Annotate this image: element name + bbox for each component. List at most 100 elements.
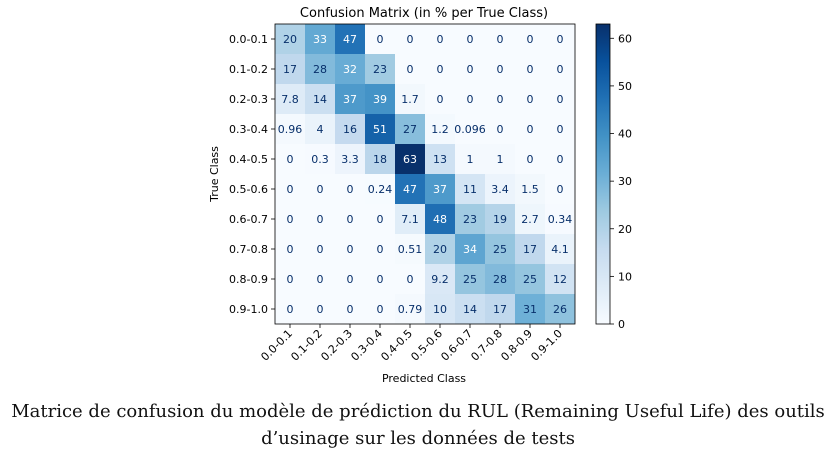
heatmap-cell [335,54,365,84]
colorbar-tick-label: 10 [618,270,632,283]
cell-value-label: 23 [463,213,477,226]
heatmap-cell [275,24,305,54]
cell-value-label: 0 [377,33,384,46]
x-tick-label: 0.6-0.7 [438,327,475,364]
heatmap-cell [455,174,485,204]
heatmap-cell [425,294,455,324]
cell-value-label: 16 [343,123,357,136]
y-tick-label: 0.6-0.7 [229,213,268,226]
heatmap-cell [515,144,545,174]
y-tick-label: 0.5-0.6 [229,183,268,196]
heatmap-cell [305,144,335,174]
heatmap-cell [335,294,365,324]
cell-value-label: 26 [553,303,567,316]
heatmap-cell [365,84,395,114]
cell-value-label: 0 [467,93,474,106]
heatmap-cell [545,174,575,204]
heatmap-cell [395,84,425,114]
heatmap-cell [545,54,575,84]
cell-value-label: 0.34 [548,213,573,226]
heatmap-cell [515,114,545,144]
cell-value-label: 23 [373,63,387,76]
cell-value-label: 25 [523,273,537,286]
heatmap-cell [305,294,335,324]
cell-value-label: 31 [523,303,537,316]
cell-value-label: 47 [403,183,417,196]
heatmap-cell [545,144,575,174]
cell-value-label: 19 [493,213,507,226]
x-tick-label: 0.9-1.0 [528,327,565,364]
cell-value-label: 0 [377,213,384,226]
cell-value-label: 0 [347,213,354,226]
heatmap-cell [545,264,575,294]
y-tick-label: 0.8-0.9 [229,273,268,286]
cell-value-label: 37 [343,93,357,106]
cell-value-label: 63 [403,153,417,166]
cell-value-label: 0 [557,33,564,46]
cell-value-label: 9.2 [431,273,449,286]
cell-value-label: 0.79 [398,303,423,316]
heatmap-cell [545,24,575,54]
heatmap-cell [515,54,545,84]
heatmap-cell [485,114,515,144]
heatmap-cell [485,234,515,264]
cell-value-label: 33 [313,33,327,46]
cell-value-label: 0 [377,273,384,286]
x-tick-label: 0.7-0.8 [468,327,505,364]
cell-value-label: 17 [283,63,297,76]
x-axis-ticks: 0.0-0.10.1-0.20.2-0.30.3-0.40.4-0.50.5-0… [258,324,565,364]
heatmap-cell [395,114,425,144]
cell-value-label: 0.96 [278,123,303,136]
cell-value-label: 0 [527,63,534,76]
heatmap-cell [515,294,545,324]
cell-value-label: 0 [287,213,294,226]
heatmap-cell [335,144,365,174]
cell-value-label: 0 [317,273,324,286]
cell-value-label: 0.3 [311,153,329,166]
heatmap-cell [305,174,335,204]
cell-value-label: 0 [287,243,294,256]
cell-value-label: 0.096 [454,123,486,136]
heatmap-cell [395,294,425,324]
cell-value-label: 0 [287,303,294,316]
heatmap-cell [275,84,305,114]
cell-value-label: 1.2 [431,123,449,136]
cell-value-label: 14 [313,93,327,106]
y-tick-label: 0.3-0.4 [229,123,268,136]
cell-value-label: 25 [463,273,477,286]
y-tick-label: 0.7-0.8 [229,243,268,256]
cell-value-label: 7.1 [401,213,419,226]
cell-value-label: 28 [493,273,507,286]
heatmap-cell [515,264,545,294]
x-tick-label: 0.5-0.6 [408,327,445,364]
heatmap-cell [395,264,425,294]
heatmap-cell [365,264,395,294]
cell-value-label: 0 [557,183,564,196]
cell-value-label: 4 [317,123,324,136]
heatmap-cell [455,294,485,324]
cell-value-label: 0 [347,183,354,196]
y-tick-label: 0.2-0.3 [229,93,268,106]
heatmap-cell [485,54,515,84]
heatmap-cell [395,234,425,264]
cell-value-label: 10 [433,303,447,316]
confusion-matrix-figure: Confusion Matrix (in % per True Class) 2… [208,6,632,385]
colorbar-tick-label: 50 [618,80,632,93]
heatmap-cell [545,204,575,234]
heatmap-cell [425,174,455,204]
cell-value-label: 0.24 [368,183,393,196]
cell-value-label: 0 [437,93,444,106]
heatmap-cell [455,84,485,114]
heatmap-cell [335,84,365,114]
plot-frame [274,23,576,325]
x-tick-label: 0.2-0.3 [318,327,355,364]
heatmap-cell [455,234,485,264]
x-tick-label: 0.4-0.5 [378,327,415,364]
y-tick-label: 0.4-0.5 [229,153,268,166]
heatmap-cell [425,54,455,84]
cell-value-label: 11 [463,183,477,196]
heatmap-cell [455,144,485,174]
caption-line-1: Matrice de confusion du modèle de prédic… [11,401,825,422]
heatmap-cell [335,174,365,204]
heatmap-cell [305,24,335,54]
